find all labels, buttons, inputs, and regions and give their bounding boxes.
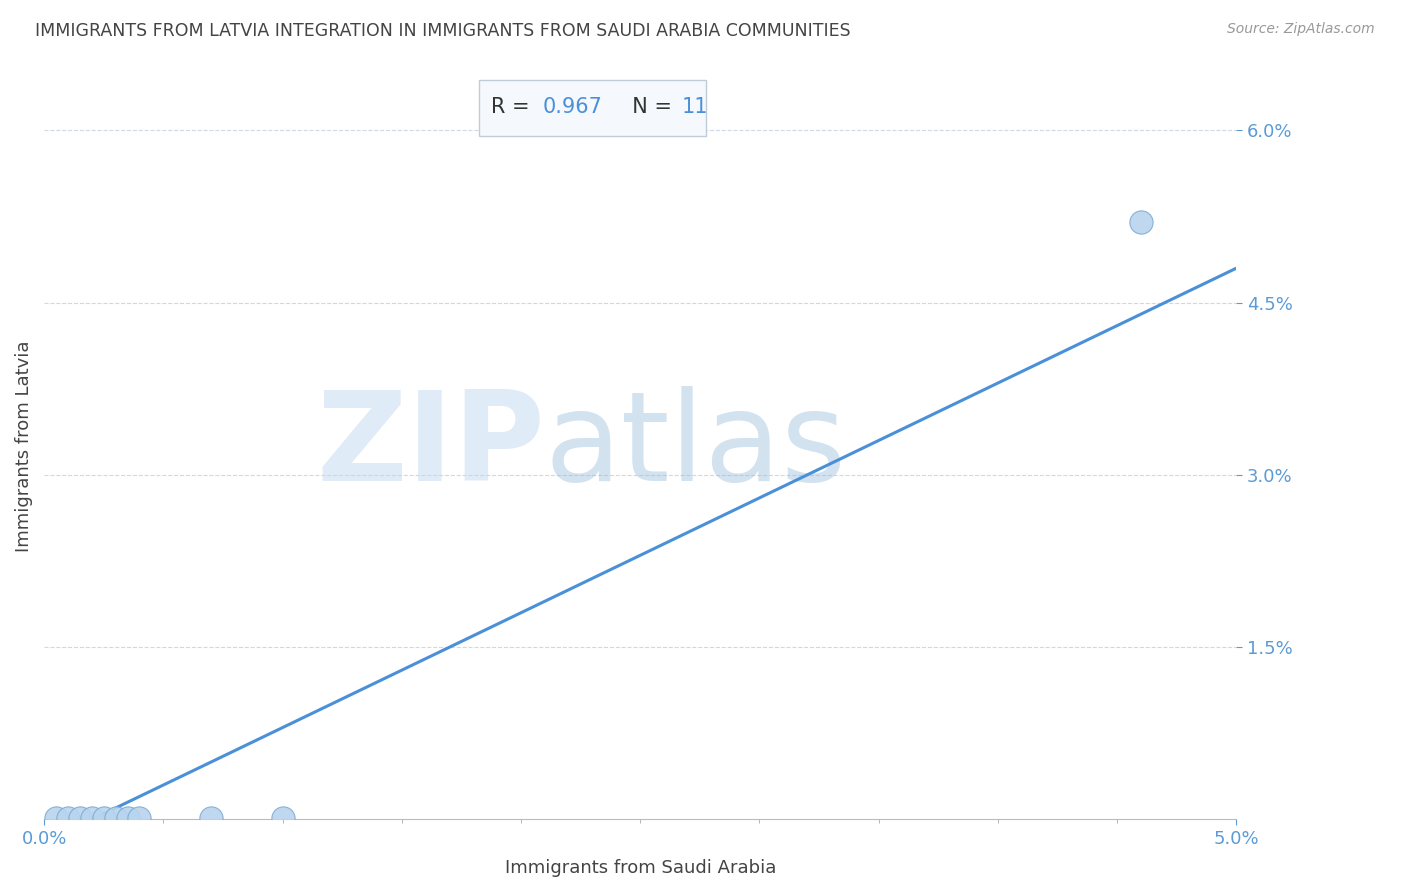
Y-axis label: Immigrants from Latvia: Immigrants from Latvia (15, 341, 32, 552)
Text: ZIP: ZIP (316, 385, 546, 507)
Text: atlas: atlas (546, 385, 846, 507)
Text: N =: N = (619, 96, 678, 117)
Point (93, 811, 115, 825)
Point (117, 811, 139, 825)
Point (80, 811, 103, 825)
Point (69, 811, 91, 825)
Point (1129, 215, 1152, 229)
Point (200, 811, 222, 825)
X-axis label: Immigrants from Saudi Arabia: Immigrants from Saudi Arabia (505, 859, 776, 877)
Point (56, 811, 79, 825)
Text: 0.967: 0.967 (543, 96, 602, 117)
FancyBboxPatch shape (479, 80, 706, 136)
Text: IMMIGRANTS FROM LATVIA INTEGRATION IN IMMIGRANTS FROM SAUDI ARABIA COMMUNITIES: IMMIGRANTS FROM LATVIA INTEGRATION IN IM… (35, 22, 851, 40)
Text: 11: 11 (682, 96, 709, 117)
Point (45, 811, 67, 825)
Text: Source: ZipAtlas.com: Source: ZipAtlas.com (1227, 22, 1375, 37)
Point (128, 811, 150, 825)
Text: R =: R = (491, 96, 537, 117)
Point (271, 811, 294, 825)
Point (104, 811, 127, 825)
